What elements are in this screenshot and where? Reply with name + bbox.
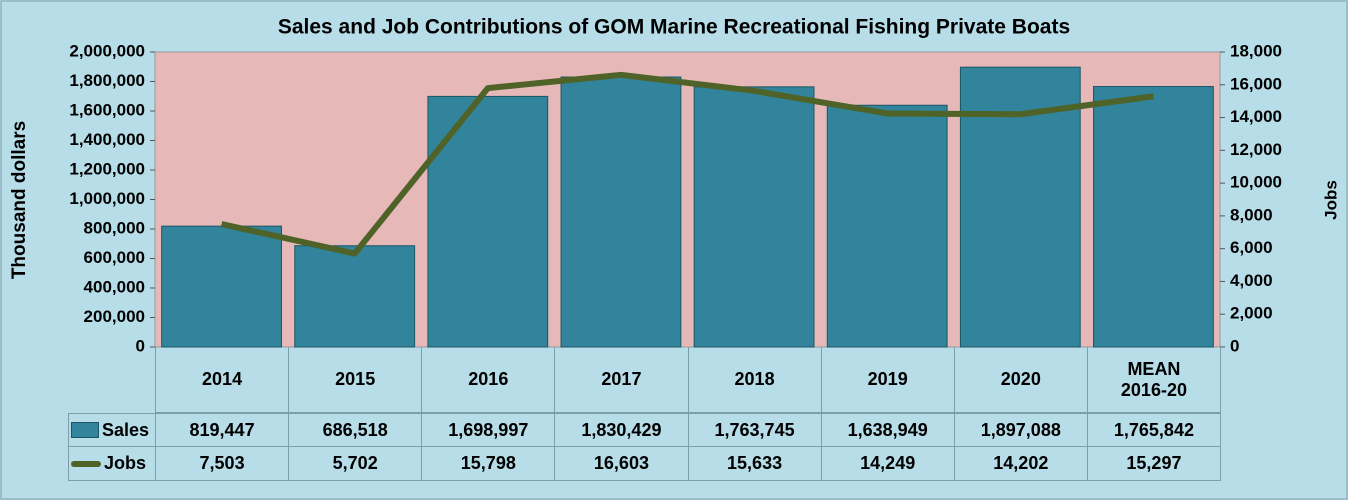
category-label: 2020 xyxy=(953,347,1088,413)
y-tick-label: 600,000 xyxy=(84,248,145,267)
y2-tick-label: 10,000 xyxy=(1230,173,1282,192)
bar xyxy=(560,76,682,348)
data-table-value: 15,633 xyxy=(687,447,822,481)
bar xyxy=(693,86,815,348)
data-table-value: 15,297 xyxy=(1086,447,1221,481)
data-table-value: 1,765,842 xyxy=(1086,413,1221,447)
y-tick-label: 1,600,000 xyxy=(69,100,145,119)
y-tick-label: 1,000,000 xyxy=(69,189,145,208)
y-tick-label: 1,400,000 xyxy=(69,130,145,149)
y-tick-label: 1,800,000 xyxy=(69,71,145,90)
bar xyxy=(427,95,549,348)
data-table-value: 16,603 xyxy=(554,447,689,481)
legend-key xyxy=(71,422,99,438)
category-label: 2017 xyxy=(554,347,689,413)
y-tick-label: 400,000 xyxy=(84,277,145,296)
category-label: 2019 xyxy=(820,347,955,413)
data-table-value: 686,518 xyxy=(288,413,423,447)
y-tick-label: 200,000 xyxy=(84,307,145,326)
legend-entry: Sales xyxy=(68,413,156,447)
data-table-value: 14,249 xyxy=(820,447,955,481)
y2-tick-label: 0 xyxy=(1230,336,1239,355)
category-label: 2015 xyxy=(288,347,423,413)
data-table-value: 1,897,088 xyxy=(953,413,1088,447)
y2-tick-label: 12,000 xyxy=(1230,140,1282,159)
bar xyxy=(294,245,416,348)
y2-axis-title: Jobs xyxy=(1321,180,1340,220)
data-table-value: 15,798 xyxy=(421,447,556,481)
y2-tick-label: 14,000 xyxy=(1230,107,1282,126)
legend-label: Jobs xyxy=(104,453,147,473)
category-label: 2016 xyxy=(421,347,556,413)
bar xyxy=(826,104,948,348)
data-table-value: 1,830,429 xyxy=(554,413,689,447)
category-label: 2014 xyxy=(155,347,290,413)
legend-key xyxy=(71,460,101,467)
data-table-value: 819,447 xyxy=(155,413,290,447)
data-table-value: 1,763,745 xyxy=(687,413,822,447)
y2-tick-label: 18,000 xyxy=(1230,41,1282,60)
y2-tick-label: 16,000 xyxy=(1230,74,1282,93)
bar xyxy=(1093,86,1214,348)
data-table-value: 5,702 xyxy=(288,447,423,481)
y-tick-label: 0 xyxy=(136,336,145,355)
y2-tick-label: 6,000 xyxy=(1230,238,1273,257)
legend-label: Sales xyxy=(102,419,150,440)
line xyxy=(220,71,1154,257)
y2-tick-label: 2,000 xyxy=(1230,304,1273,323)
y-tick-label: 800,000 xyxy=(84,218,145,237)
y2-tick-label: 4,000 xyxy=(1230,271,1273,290)
chart-title: Sales and Job Contributions of GOM Marin… xyxy=(278,16,1070,39)
data-table-value: 14,202 xyxy=(953,447,1088,481)
category-label: MEAN 2016-20 xyxy=(1086,347,1221,413)
bar xyxy=(161,225,282,348)
y-axis-title: Thousand dollars xyxy=(9,121,30,279)
data-table-value: 1,638,949 xyxy=(820,413,955,447)
legend-entry: Jobs xyxy=(68,447,156,481)
y-tick-label: 2,000,000 xyxy=(69,41,145,60)
y-tick-label: 1,200,000 xyxy=(69,159,145,178)
data-table-value: 1,698,997 xyxy=(421,413,556,447)
y2-tick-label: 8,000 xyxy=(1230,205,1273,224)
data-table-value: 7,503 xyxy=(155,447,290,481)
category-label: 2018 xyxy=(687,347,822,413)
